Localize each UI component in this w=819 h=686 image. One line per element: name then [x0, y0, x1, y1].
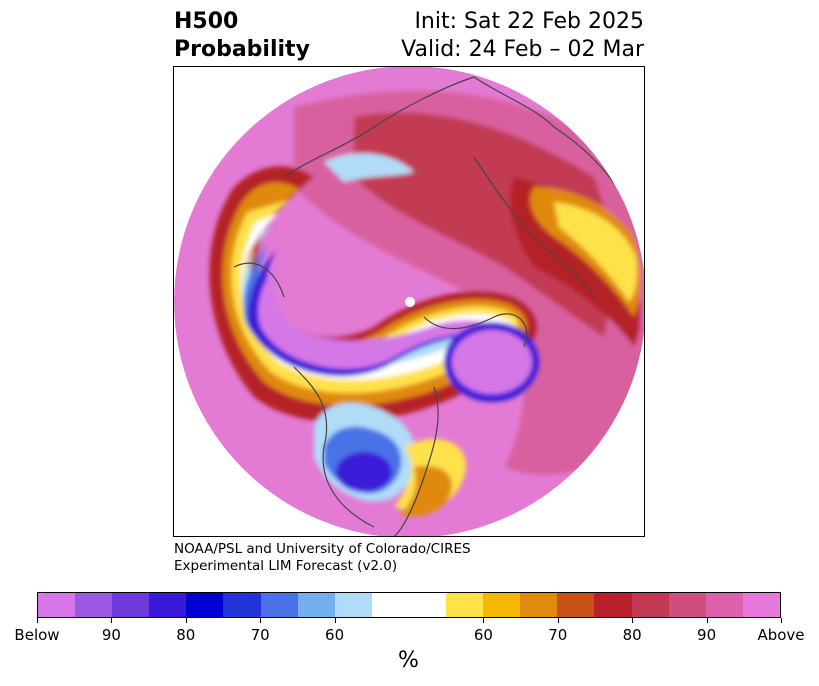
map-dates: Init: Sat 22 Feb 2025 Valid: 24 Feb – 02… [401, 8, 644, 64]
colorbar-tick-mark [781, 618, 782, 623]
colorbar-tick-label: 60 [325, 626, 345, 644]
below-60-arctic [324, 153, 414, 182]
title-variable: H500 [174, 9, 239, 34]
colorbar-segment [594, 593, 632, 617]
credit-text: NOAA/PSL and University of Colorado/CIRE… [174, 541, 471, 575]
coast-europe [473, 156, 595, 298]
colorbar-tick-label: 90 [697, 626, 717, 644]
colorbar-segment [334, 593, 372, 617]
coast-north-america-east [393, 386, 439, 536]
colorbar-tick-mark [37, 618, 38, 623]
colorbar-tick-mark [111, 618, 113, 623]
colorbar-segment [631, 593, 669, 617]
colorbar-segment [371, 593, 447, 617]
colorbar-tick-mark [185, 618, 187, 623]
init-date: Init: Sat 22 Feb 2025 [414, 9, 644, 34]
colorbar-tick-label: 60 [473, 626, 493, 644]
probability-map [173, 66, 645, 537]
colorbar-tick-mark [557, 618, 559, 623]
colorbar-segment [446, 593, 484, 617]
coast-greenland [423, 313, 528, 348]
colorbar-tick-label: 80 [176, 626, 196, 644]
above-80-region [354, 112, 611, 337]
colorbar-tick-mark [260, 618, 262, 623]
colorbar-segment [705, 593, 743, 617]
colorbar-segment [75, 593, 113, 617]
coastlines [233, 76, 625, 536]
credit-line-2: Experimental LIM Forecast (v2.0) [174, 558, 398, 574]
colorbar-segment [38, 593, 76, 617]
colorbar-tick-label: Below [14, 626, 60, 644]
colorbar-segment [112, 593, 150, 617]
colorbar-segment [742, 593, 780, 617]
colorbar-tick-label: 70 [548, 626, 568, 644]
coast-north-america-west [293, 366, 375, 528]
colorbar-segment [297, 593, 335, 617]
colorbar [37, 592, 781, 618]
colorbar-tick-mark [334, 618, 336, 623]
coast-alaska [233, 262, 285, 298]
above-50-region-east [554, 202, 638, 302]
colorbar-tick-mark [483, 618, 485, 623]
colorbar-segment [186, 593, 224, 617]
colorbar-segment [557, 593, 595, 617]
valid-range: Valid: 24 Feb – 02 Mar [401, 37, 644, 62]
north-pole-marker [405, 297, 415, 307]
colorbar-segment [260, 593, 298, 617]
colorbar-segment [223, 593, 261, 617]
colorbar-unit: % [398, 648, 419, 673]
colorbar-segment [520, 593, 558, 617]
colorbar-segment [483, 593, 521, 617]
below-90-south [336, 452, 392, 492]
colorbar-tick-label: 70 [250, 626, 270, 644]
colorbar-segment [668, 593, 706, 617]
map-title: H500 Probability [174, 8, 310, 64]
below-atlantic [452, 330, 532, 394]
colorbar-tick-label: Above [757, 626, 805, 644]
colorbar-tick-label: 90 [101, 626, 121, 644]
below-field-trough [258, 257, 508, 369]
credit-line-1: NOAA/PSL and University of Colorado/CIRE… [174, 541, 471, 557]
colorbar-tick-label: 80 [622, 626, 642, 644]
colorbar-tick-mark [706, 618, 708, 623]
coast-eurasia-north [283, 76, 475, 178]
title-type: Probability [174, 37, 310, 62]
above-60-se-coast [399, 466, 453, 517]
colorbar-tick-mark [632, 618, 634, 623]
colorbar-segment [149, 593, 187, 617]
coast-siberia [473, 76, 625, 198]
polar-map-svg [174, 67, 644, 536]
